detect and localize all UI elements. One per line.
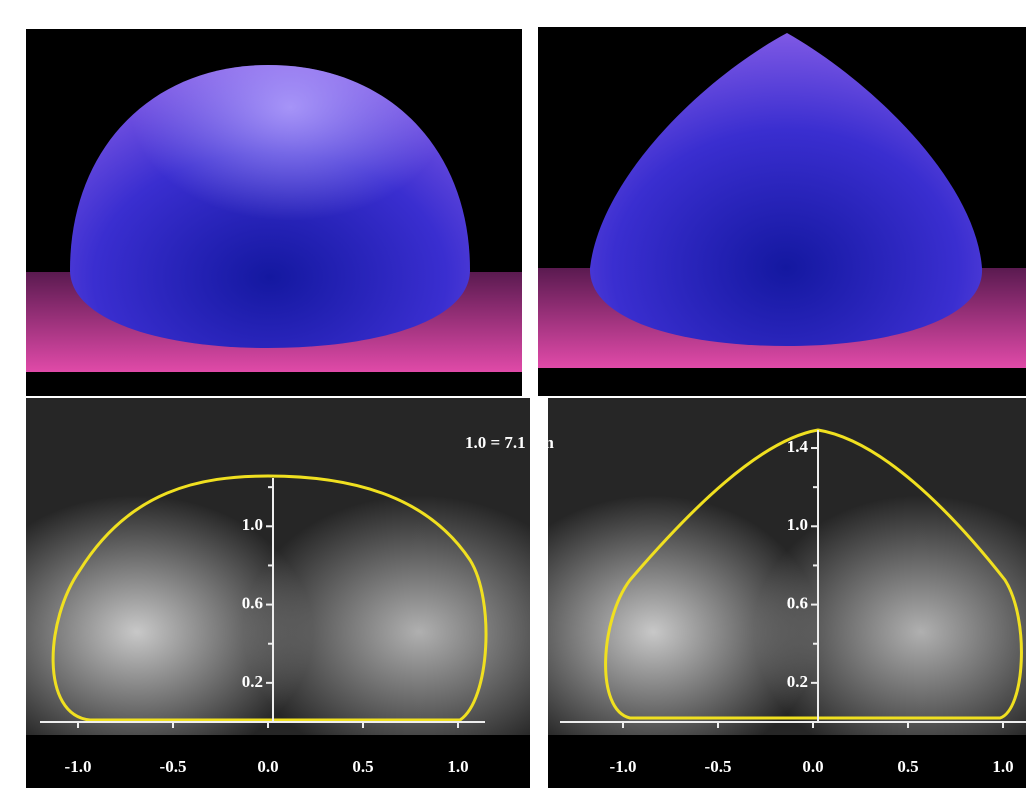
x-tick-label: -1.0	[65, 757, 92, 776]
x-tick-label: 1.0	[992, 757, 1013, 776]
y-tick-label: 1.4	[787, 437, 809, 456]
x-tick-label: 0.5	[352, 757, 373, 776]
x-tick-label: 0.0	[802, 757, 823, 776]
scale-label: 1.0 = 7.1 µm	[465, 433, 554, 452]
y-tick-label: 1.0	[787, 515, 808, 534]
render-peaked	[538, 27, 1026, 396]
x-tick-label: -0.5	[160, 757, 187, 776]
profile-panel-left	[26, 398, 530, 788]
y-tick-label: 0.2	[787, 672, 808, 691]
y-tick-label: 0.2	[242, 672, 263, 691]
y-tick-label: 0.6	[242, 593, 263, 612]
y-tick-label: 1.0	[242, 515, 263, 534]
x-tick-label: 0.5	[897, 757, 918, 776]
figure: 1.0 = 7.1 µm -1.0 -0.5 0.0 0.5 1.0 0.2 0.6 1.0 -…	[0, 0, 1026, 788]
x-tick-label: 1.0	[447, 757, 468, 776]
x-tick-label: -0.5	[705, 757, 732, 776]
x-tick-label: 0.0	[257, 757, 278, 776]
x-tick-label: -1.0	[610, 757, 637, 776]
render-rounded	[26, 29, 522, 396]
y-tick-label: 0.6	[787, 593, 808, 612]
